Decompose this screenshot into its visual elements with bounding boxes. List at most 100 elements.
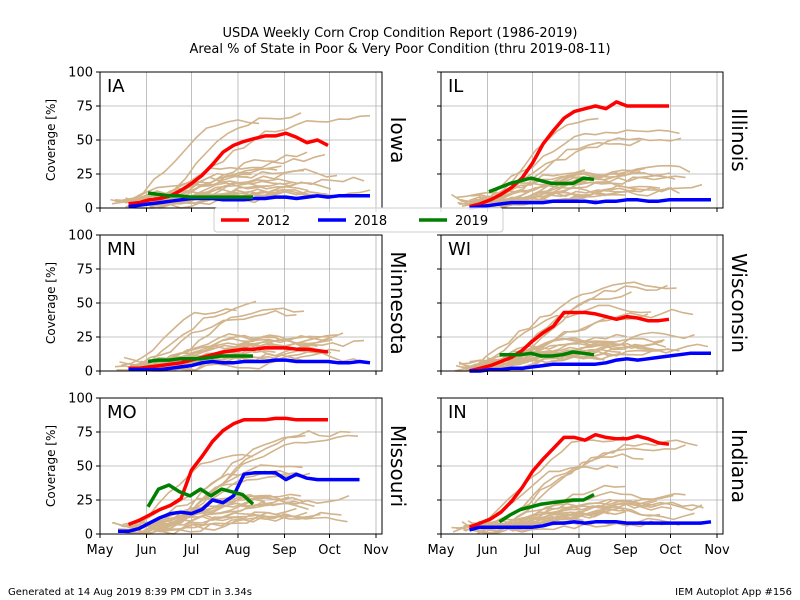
state-name-label: Indiana — [727, 429, 751, 503]
y-tick-label: 0 — [85, 365, 93, 380]
series-2019 — [146, 483, 255, 508]
state-name-label: Iowa — [386, 117, 410, 164]
historical-series — [153, 334, 333, 369]
y-tick-label: 75 — [76, 426, 93, 441]
state-abbr-label: IA — [107, 76, 125, 97]
x-tick-label: Nov — [704, 543, 730, 558]
y-tick-label: 50 — [76, 460, 93, 475]
historical-series — [496, 175, 686, 204]
series-2012 — [128, 131, 329, 206]
series-2019 — [488, 176, 595, 194]
historical-lines — [454, 281, 709, 372]
series-2012 — [127, 416, 328, 527]
state-name-label: Illinois — [727, 108, 751, 171]
x-tick-label: Jun — [476, 543, 497, 558]
historical-series — [129, 502, 309, 530]
y-axis-label: Coverage [%] — [44, 262, 58, 344]
state-abbr-label: MN — [107, 239, 136, 260]
historical-series — [467, 499, 658, 533]
historical-series — [481, 137, 682, 207]
series-2018 — [128, 194, 370, 209]
historical-series — [496, 492, 686, 532]
chart-title-line1: USDA Weekly Corn Crop Condition Report (… — [222, 26, 577, 41]
historical-series — [458, 336, 617, 365]
series-2019 — [498, 493, 595, 524]
legend-label-2012: 2012 — [257, 214, 290, 229]
historical-series — [128, 309, 297, 370]
historical-series — [455, 281, 677, 372]
series-2012 — [468, 432, 670, 529]
historical-series — [469, 347, 670, 369]
y-axis-label: Coverage [%] — [44, 99, 58, 181]
x-tick-label: Jun — [135, 543, 156, 558]
x-tick-label: May — [87, 543, 114, 558]
historical-series — [116, 335, 285, 371]
y-tick-label: 100 — [68, 392, 93, 407]
legend: 2012 2018 2019 — [213, 207, 504, 233]
historical-series — [147, 513, 348, 533]
panel-in: May Jun Jul Aug Sep Oct Nov IN Indiana — [428, 397, 751, 558]
historical-series — [458, 129, 680, 205]
historical-series — [120, 308, 237, 367]
y-tick-label: 25 — [76, 494, 93, 509]
y-tick-label: 100 — [68, 66, 93, 81]
y-tick-label: 50 — [76, 297, 93, 312]
historical-series — [153, 352, 365, 372]
footer-app: IEM Autoplot App #156 — [675, 587, 792, 598]
historical-series — [482, 510, 610, 529]
x-tick-label: May — [428, 543, 455, 558]
state-name-label: Minnesota — [386, 251, 410, 354]
historical-series — [138, 494, 350, 526]
legend-label-2018: 2018 — [354, 214, 387, 229]
historical-series — [153, 112, 302, 202]
panel-ia: 0 25 50 75 100 Coverage [%] IA Iowa — [44, 66, 410, 217]
x-tick-label: Jul — [183, 543, 200, 558]
panel-wi: WI Wisconsin — [437, 234, 751, 375]
state-name-label: Wisconsin — [727, 253, 751, 353]
y-tick-label: 0 — [85, 202, 93, 217]
panel-mo: 0 25 50 75 100 May Jun Jul Aug Sep Oct Nov Coverage … — [44, 392, 410, 559]
series-2019 — [499, 350, 595, 358]
historical-series — [470, 176, 661, 202]
series-2019 — [147, 354, 253, 364]
y-axis-label: Coverage [%] — [44, 425, 58, 507]
historical-series — [461, 304, 652, 368]
historical-series — [496, 444, 686, 533]
panel-mn: 0 25 50 75 100 Coverage [%] MN Minnesota — [44, 229, 410, 380]
series-2018 — [128, 358, 371, 372]
series-2018 — [469, 520, 712, 532]
historical-lines — [111, 430, 359, 535]
state-name-label: Missouri — [386, 425, 410, 507]
series-2012 — [128, 346, 329, 371]
legend-box — [213, 207, 504, 233]
state-abbr-label: WI — [448, 239, 471, 260]
y-tick-label: 0 — [85, 528, 93, 543]
y-tick-label: 25 — [76, 331, 93, 346]
panels: 0 25 50 75 100 Coverage [%] IA Iowa IL Illinois 0 2… — [44, 66, 751, 559]
x-tick-label: Sep — [272, 543, 297, 558]
legend-label-2019: 2019 — [455, 214, 488, 229]
footer-generated: Generated at 14 Aug 2019 8:39 PM CDT in … — [8, 587, 252, 598]
historical-series — [132, 190, 281, 209]
x-tick-label: Nov — [363, 543, 389, 558]
x-tick-label: Aug — [225, 543, 250, 558]
y-tick-label: 50 — [76, 134, 93, 149]
x-tick-label: Aug — [566, 543, 591, 558]
series-2019 — [147, 191, 253, 199]
series-2018 — [469, 198, 711, 210]
historical-series — [497, 167, 646, 204]
y-tick-label: 75 — [76, 263, 93, 278]
historical-series — [158, 434, 306, 531]
y-tick-label: 75 — [76, 100, 93, 115]
historical-series — [490, 186, 607, 208]
historical-series — [476, 435, 625, 527]
x-tick-label: Sep — [613, 543, 638, 558]
historical-series — [499, 284, 668, 367]
y-tick-label: 25 — [76, 168, 93, 183]
panel-il: IL Illinois — [437, 71, 751, 212]
series-2018 — [118, 471, 360, 534]
state-abbr-label: MO — [107, 402, 137, 423]
x-tick-label: Oct — [659, 543, 681, 558]
x-tick-label: Jul — [524, 543, 541, 558]
